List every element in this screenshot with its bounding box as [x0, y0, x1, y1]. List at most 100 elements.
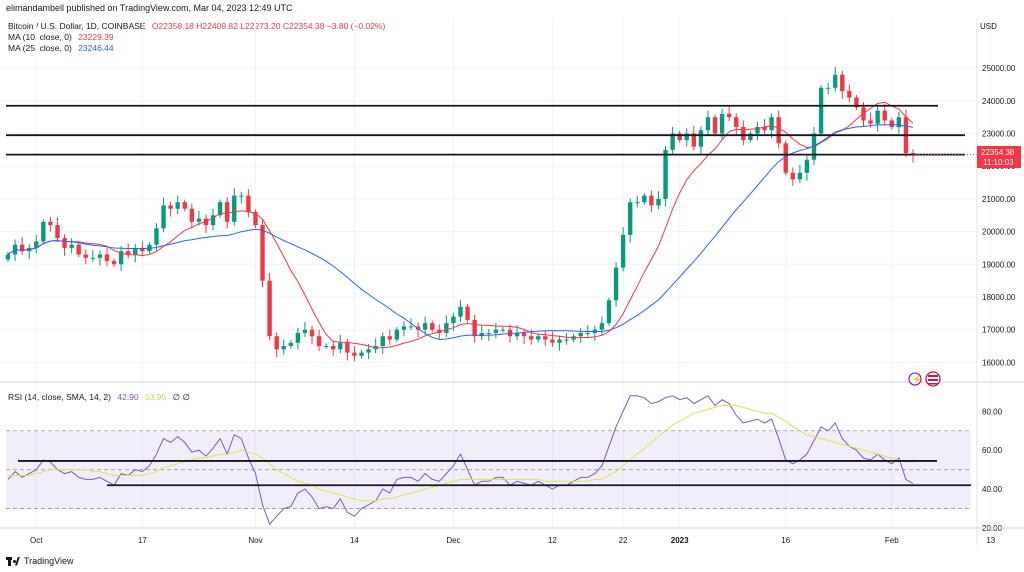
candle — [133, 247, 138, 255]
candle — [882, 110, 887, 121]
candle — [260, 225, 265, 281]
rsi-ma-line — [8, 405, 914, 502]
ma25-value: 23246.44 — [78, 43, 114, 53]
price-levels — [6, 104, 977, 156]
candle — [854, 97, 859, 108]
rsi-tick-label: 60.00 — [982, 446, 1003, 455]
rsi-tick-label: 40.00 — [982, 485, 1003, 494]
candle — [246, 195, 251, 212]
ma10-value: 23229.39 — [78, 32, 114, 42]
candle — [564, 339, 569, 341]
rsi-band — [6, 430, 971, 509]
candle — [90, 257, 96, 259]
candle — [797, 172, 803, 180]
candle — [232, 195, 237, 222]
price-tick-label: 18000.00 — [982, 293, 1016, 302]
candle — [656, 198, 661, 206]
candle — [599, 323, 605, 330]
candle — [578, 332, 583, 337]
candle — [726, 113, 732, 118]
candle — [698, 130, 704, 147]
candle — [606, 300, 612, 324]
ma10-label: MA (10, close, 0) — [8, 32, 72, 42]
candle — [288, 342, 294, 347]
dividend-event-icon[interactable] — [908, 372, 922, 386]
price-tick-label: 16000.00 — [982, 358, 1016, 367]
candle — [302, 329, 308, 333]
price-tick-label: 25000.00 — [982, 64, 1016, 73]
time-tick-label: 22 — [619, 536, 628, 545]
candle — [719, 113, 725, 134]
candle — [896, 117, 902, 127]
candle — [521, 332, 527, 337]
rsi-legend[interactable]: RSI (14, close, SMA, 14, 2) 42.90 53.95 … — [8, 392, 190, 403]
candle — [677, 133, 682, 141]
candle — [274, 336, 279, 350]
rsi-label: RSI (14, close, SMA, 14, 2) — [8, 392, 111, 402]
low-value: L22273.20 — [240, 21, 281, 31]
ma25-line — [7, 124, 914, 341]
candle — [154, 228, 159, 245]
time-tick-label: 13 — [986, 536, 995, 545]
candle — [41, 221, 46, 242]
tradingview-logo[interactable]: TradingView — [6, 556, 74, 566]
candle — [140, 247, 145, 252]
candle — [691, 133, 697, 147]
candle — [224, 202, 230, 222]
ma25-legend[interactable]: MA (25, close, 0) 23246.44 — [8, 43, 114, 53]
candle — [345, 342, 350, 353]
candle — [635, 202, 640, 204]
candle — [182, 202, 187, 209]
event-icons[interactable]: ⚡ — [908, 371, 941, 387]
candle — [712, 117, 718, 134]
candle — [734, 117, 739, 127]
price-grid — [0, 18, 992, 528]
time-tick-label: Dec — [446, 536, 460, 545]
candle — [486, 332, 491, 334]
candle — [239, 195, 244, 197]
candle — [76, 244, 81, 255]
ma25-label: MA (25, close, 0) — [8, 43, 72, 53]
candle — [437, 329, 442, 333]
candle — [507, 329, 513, 337]
current-price-tag: 22354.38 11:10:03 — [977, 146, 1021, 168]
candle — [323, 346, 329, 348]
candle — [5, 254, 11, 260]
candle — [19, 244, 25, 252]
candle — [500, 329, 506, 331]
candle — [359, 352, 364, 356]
candle — [62, 238, 67, 248]
candle — [514, 332, 520, 337]
tradingview-brand: TradingView — [24, 556, 74, 566]
ma10-legend[interactable]: MA (10, close, 0) 23229.39 — [8, 32, 114, 42]
price-candles — [5, 66, 916, 362]
flag-stripe — [928, 383, 938, 385]
candle — [430, 323, 435, 330]
candle — [620, 234, 626, 268]
time-tick-label: 14 — [350, 536, 359, 545]
candle — [889, 120, 894, 127]
rsi-ma-value: 53.95 — [145, 392, 167, 402]
candle — [790, 172, 795, 180]
change-value: −3.80 (−0.02%) — [326, 21, 386, 31]
candle — [613, 267, 619, 301]
candle — [741, 127, 746, 141]
close-value: C22354.38 — [282, 21, 325, 31]
symbol-legend[interactable]: Bitcoin / U.S. Dollar, 1D, COINBASE O223… — [8, 21, 385, 31]
rsi-extra-2: ∅ — [182, 392, 190, 402]
candle — [69, 244, 74, 248]
candle — [83, 254, 88, 258]
candle — [663, 149, 668, 199]
candle — [529, 336, 534, 340]
candle — [543, 336, 548, 340]
currency-label: USD — [980, 22, 997, 31]
flag-stripe — [928, 379, 938, 381]
candle — [825, 87, 831, 89]
candle — [331, 346, 336, 350]
candle — [585, 332, 590, 334]
candle — [210, 215, 216, 226]
candle — [649, 195, 654, 206]
price-tick-label: 24000.00 — [982, 97, 1016, 106]
candle — [394, 329, 400, 340]
